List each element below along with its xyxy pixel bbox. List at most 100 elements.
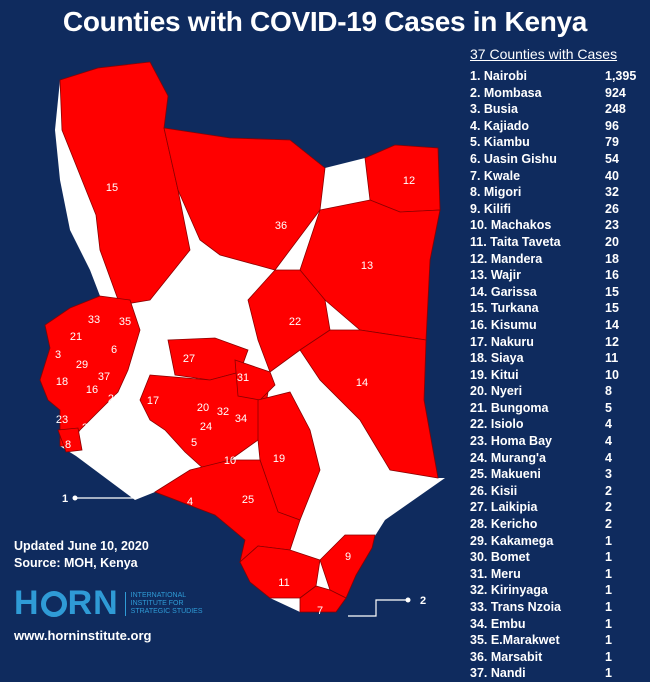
legend-item-value: 2 [605,500,612,515]
map-label: 33 [88,314,100,326]
legend-item-label: 18. Siaya [470,351,524,366]
legend-item-value: 8 [605,384,612,399]
map-label: 21 [70,331,82,343]
legend-item: 8. Migori 32 [470,184,645,201]
county-kwale [299,585,347,613]
legend-item: 1. Nairobi 1,395 [470,68,645,85]
legend-item: 5. Kiambu 79 [470,134,645,151]
legend-item-value: 1 [605,633,612,648]
legend-item-value: 12 [605,334,619,349]
legend-header: 37 Counties with Cases [470,46,618,62]
legend-item: 34. Embu 1 [470,616,645,633]
legend-item: 29. Kakamega 1 [470,533,645,550]
legend-item: 7. Kwale 40 [470,168,645,185]
updated-date: Updated June 10, 2020 [14,539,149,553]
logo-letter-h: H [14,584,40,622]
county-kajiado-makueni [154,459,301,564]
legend-item: 11. Taita Taveta 20 [470,234,645,251]
map-label: 32 [217,406,229,418]
legend-item-value: 1 [605,600,612,614]
legend-item: 33. Trans Nzoia 1 [470,599,645,616]
map-label: 35 [119,316,131,328]
legend-item-label: 15. Turkana [470,301,539,316]
map-label: 18 [56,376,68,388]
map-label: 37 [98,371,110,383]
legend-item: 21. Bungoma 5 [470,400,645,417]
legend-item: 36. Marsabit 1 [470,649,645,666]
legend-item: 3. Busia 248 [470,101,645,118]
legend-item-value: 1,395 [605,69,637,83]
legend-item: 12. Mandera 18 [470,251,645,268]
legend-item: 9. Kilifi 26 [470,201,645,218]
legend-item-label: 29. Kakamega [470,533,554,548]
legend-item-value: 20 [605,234,619,249]
county-migori [57,427,83,453]
map-label: 7 [317,605,323,617]
legend-item-label: 28. Kericho [470,517,538,532]
case-legend: 37 Counties with Cases 1. Nairobi 1,395 2.… [470,46,645,682]
legend-item: 28. Kericho 2 [470,516,645,533]
legend-item: 23. Homa Bay 4 [470,433,645,450]
legend-item-value: 1 [605,616,612,631]
legend-item-label: 17. Nakuru [470,334,534,349]
legend-item-value: 1 [605,666,612,681]
legend-item-label: 12. Mandera [470,251,543,266]
map-label: 34 [235,413,247,425]
legend-item-label: 36. Marsabit [470,649,543,664]
legend-item: 20. Nyeri 8 [470,383,645,400]
legend-item-value: 924 [605,85,626,100]
update-info: Updated June 10, 2020 Source: MOH, Kenya [14,538,149,572]
legend-item: 15. Turkana 15 [470,300,645,317]
legend-item-label: 16. Kisumu [470,317,537,332]
map-label: 17 [147,395,159,407]
legend-item: 16. Kisumu 14 [470,317,645,334]
legend-item-label: 1. Nairobi [470,69,527,83]
legend-item: 31. Meru 1 [470,566,645,583]
legend-item-label: 26. Kisii [470,483,518,498]
kenya-map: 1 2 15 12 36 13 22 14 33 35 21 6 3 29 37… [39,61,445,617]
legend-item-value: 23 [605,218,619,233]
legend-item-value: 4 [605,450,612,465]
map-label: 36 [275,220,287,232]
legend-item: 22. Isiolo 4 [470,416,645,433]
legend-item-label: 24. Murang'a [470,450,546,465]
legend-item: 30. Bomet 1 [470,549,645,566]
legend-item-value: 1 [605,550,612,565]
legend-item: 4. Kajiado 96 [470,118,645,135]
legend-item-value: 79 [605,135,619,150]
legend-item-label: 21. Bungoma [470,400,549,415]
map-label: 23 [56,414,68,426]
legend-item: 14. Garissa 15 [470,284,645,301]
callout-line-mombasa [348,599,408,617]
legend-item-label: 5. Kiambu [470,135,530,150]
map-label: 13 [361,260,373,272]
legend-item-value: 32 [605,185,619,200]
legend-item-label: 25. Makueni [470,467,541,482]
legend-item-label: 2. Mombasa [470,85,542,100]
map-label: 12 [403,175,415,187]
legend-item-label: 31. Meru [470,566,521,581]
legend-item: 24. Murang'a 4 [470,450,645,467]
legend-item-label: 37. Nandi [470,666,526,681]
legend-item: 17. Nakuru 12 [470,334,645,351]
logo-o-ring-icon [40,590,67,617]
legend-item-label: 14. Garissa [470,284,537,299]
legend-item-value: 1 [605,533,612,548]
map-label: 10 [224,455,236,467]
legend-item-label: 32. Kirinyaga [470,583,548,598]
legend-item: 18. Siaya 11 [470,350,645,367]
legend-item: 19. Kitui 10 [470,367,645,384]
county-meru [234,359,276,401]
legend-item-value: 1 [605,566,612,581]
legend-item: 2. Mombasa 924 [470,85,645,102]
legend-item-value: 248 [605,102,626,117]
legend-item: 32. Kirinyaga 1 [470,582,645,599]
legend-item-value: 10 [605,367,619,382]
legend-item: 37. Nandi 1 [470,665,645,682]
legend-item: 35. E.Marakwet 1 [470,632,645,649]
legend-item-value: 16 [605,268,619,283]
legend-item-label: 10. Machakos [470,218,552,233]
horn-logo: H RN INTERNATIONAL INSTITUTE FOR STRATEG… [14,584,211,623]
callout-dot-mombasa [405,597,411,603]
county-marsabit [163,127,326,271]
